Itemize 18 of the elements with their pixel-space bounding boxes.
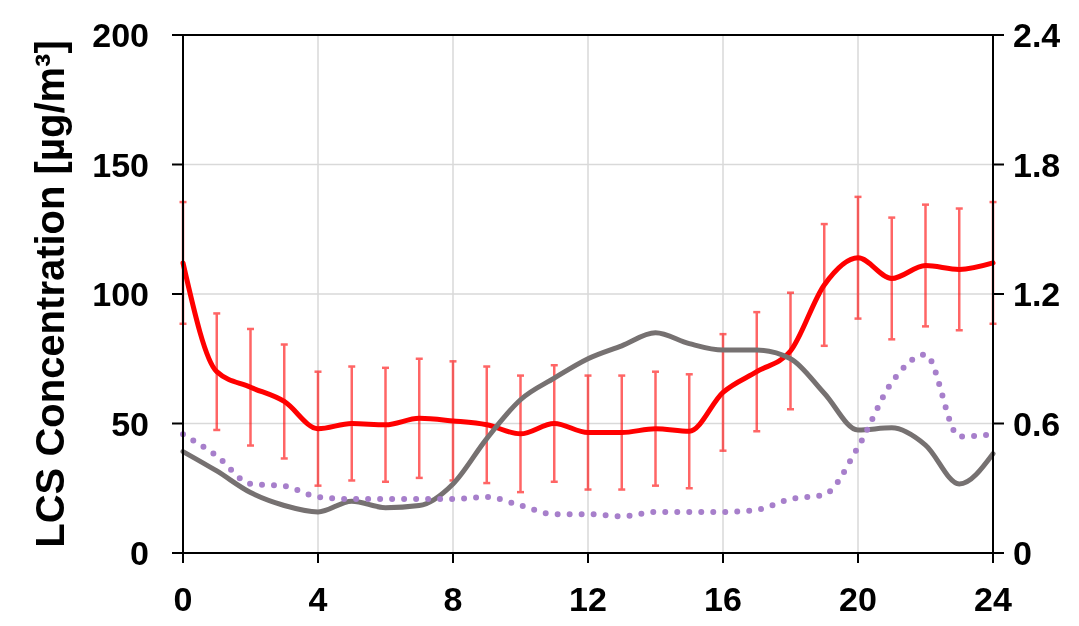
x-tick-label: 8 [443, 580, 463, 618]
x-tick-label: 20 [839, 580, 877, 618]
x-tick-label: 4 [308, 580, 328, 618]
y2-tick-label: 1.2 [1013, 275, 1061, 314]
y-tick-label: 200 [92, 16, 149, 55]
x-tick-label: 0 [173, 580, 193, 618]
y-axis-title: LCS Concentration [µg/m³] [28, 40, 72, 548]
y-tick-label: 100 [92, 275, 149, 314]
y-tick-label: 0 [130, 534, 149, 573]
y2-tick-label: 0.6 [1013, 404, 1061, 443]
y2-tick-label: 0 [1013, 534, 1032, 573]
y-tick-label: 50 [111, 404, 149, 443]
x-tick-label: 16 [704, 580, 742, 618]
y-tick-label: 150 [92, 145, 149, 184]
x-tick-label: 12 [569, 580, 607, 618]
x-tick-label: 24 [974, 580, 1012, 618]
y2-tick-label: 1.8 [1013, 145, 1061, 184]
y2-tick-label: 2.4 [1013, 16, 1061, 55]
